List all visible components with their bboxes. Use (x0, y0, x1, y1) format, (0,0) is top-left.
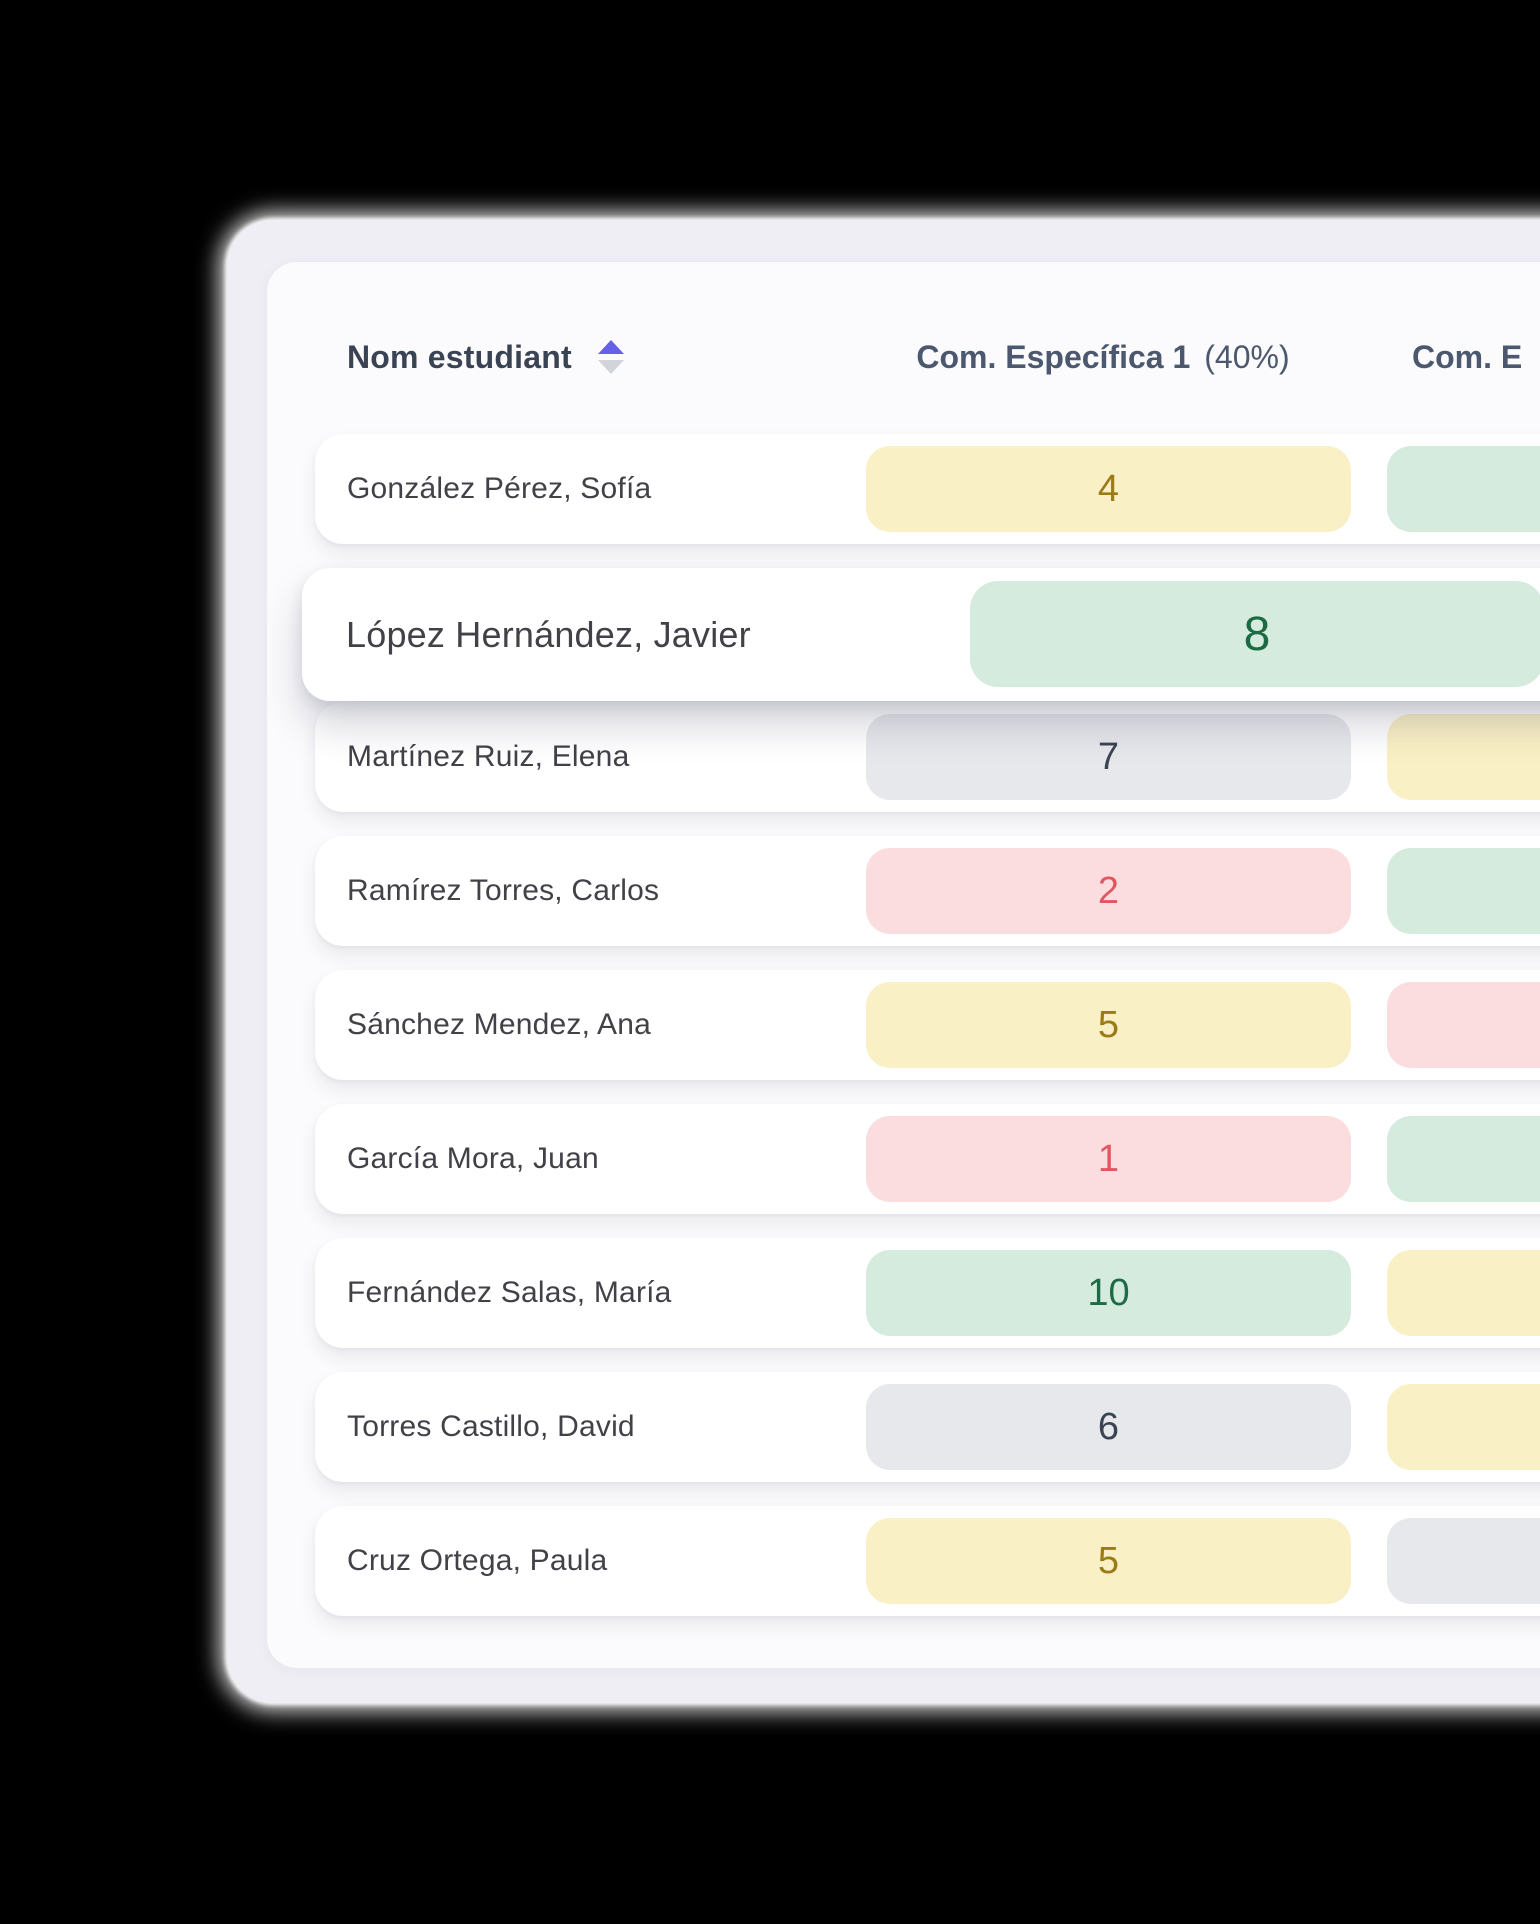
score-pill-com2[interactable] (1387, 982, 1540, 1068)
column2-label: Com. E (1412, 338, 1523, 375)
score-pill-com2[interactable] (1387, 848, 1540, 934)
student-row[interactable]: Cruz Ortega, Paula 5 (315, 1506, 1540, 1616)
sort-asc-icon (597, 340, 624, 354)
column1-header: Com. Específica 1 (40%) (853, 334, 1353, 380)
student-row[interactable]: Fernández Salas, María 10 (315, 1238, 1540, 1348)
score-pill-com1[interactable]: 5 (866, 982, 1351, 1068)
student-row[interactable]: García Mora, Juan 1 (315, 1104, 1540, 1214)
score-pill-com2[interactable] (1387, 714, 1540, 800)
score-pill-com1[interactable]: 2 (866, 848, 1351, 934)
grades-table-panel: Nom estudiant Com. Específica 1 (40%) Co… (267, 262, 1540, 1668)
student-name: González Pérez, Sofía (347, 472, 652, 505)
student-row[interactable]: González Pérez, Sofía 4 (315, 434, 1540, 544)
score-pill-com1[interactable]: 8 (970, 581, 1540, 687)
score-pill-com1[interactable]: 10 (866, 1250, 1351, 1336)
student-name: Sánchez Mendez, Ana (347, 1008, 652, 1041)
student-name: Ramírez Torres, Carlos (347, 874, 660, 907)
score-pill-com1[interactable]: 1 (866, 1116, 1351, 1202)
student-name: García Mora, Juan (347, 1142, 599, 1175)
student-row[interactable]: Ramírez Torres, Carlos 2 (315, 836, 1540, 946)
sort-icon[interactable] (597, 340, 624, 374)
student-name: Martínez Ruiz, Elena (347, 740, 630, 773)
table-body: González Pérez, Sofía 4 López Hernández, J… (267, 262, 1540, 1668)
score-pill-com1[interactable]: 4 (866, 446, 1351, 532)
score-pill-com2[interactable] (1387, 446, 1540, 532)
student-row[interactable]: Martínez Ruiz, Elena 7 (315, 702, 1540, 812)
student-name: Cruz Ortega, Paula (347, 1544, 608, 1577)
grades-card: Nom estudiant Com. Específica 1 (40%) Co… (227, 220, 1540, 1703)
student-name: Fernández Salas, María (347, 1276, 672, 1309)
score-pill-com1[interactable]: 7 (866, 714, 1351, 800)
student-name: Torres Castillo, David (347, 1410, 635, 1443)
score-pill-com1[interactable]: 5 (866, 1518, 1351, 1604)
sort-desc-icon (597, 360, 624, 374)
score-pill-com2[interactable] (1387, 1116, 1540, 1202)
score-pill-com2[interactable] (1387, 1250, 1540, 1336)
column1-label: Com. Específica 1 (916, 338, 1191, 375)
student-row[interactable]: Sánchez Mendez, Ana 5 (315, 970, 1540, 1080)
column2-header: Com. E (1412, 334, 1522, 380)
score-pill-com2[interactable] (1387, 1518, 1540, 1604)
table-header: Nom estudiant Com. Específica 1 (40%) Co… (267, 334, 1540, 380)
student-row[interactable]: López Hernández, Javier 8 (302, 568, 1540, 701)
student-name: López Hernández, Javier (346, 613, 751, 655)
name-column-label: Nom estudiant (347, 338, 572, 375)
column1-weight-label: (40%) (1204, 338, 1290, 375)
student-row[interactable]: Torres Castillo, David 6 (315, 1372, 1540, 1482)
score-pill-com1[interactable]: 6 (866, 1384, 1351, 1470)
score-pill-com2[interactable] (1387, 1384, 1540, 1470)
name-column-header[interactable]: Nom estudiant (347, 334, 624, 380)
